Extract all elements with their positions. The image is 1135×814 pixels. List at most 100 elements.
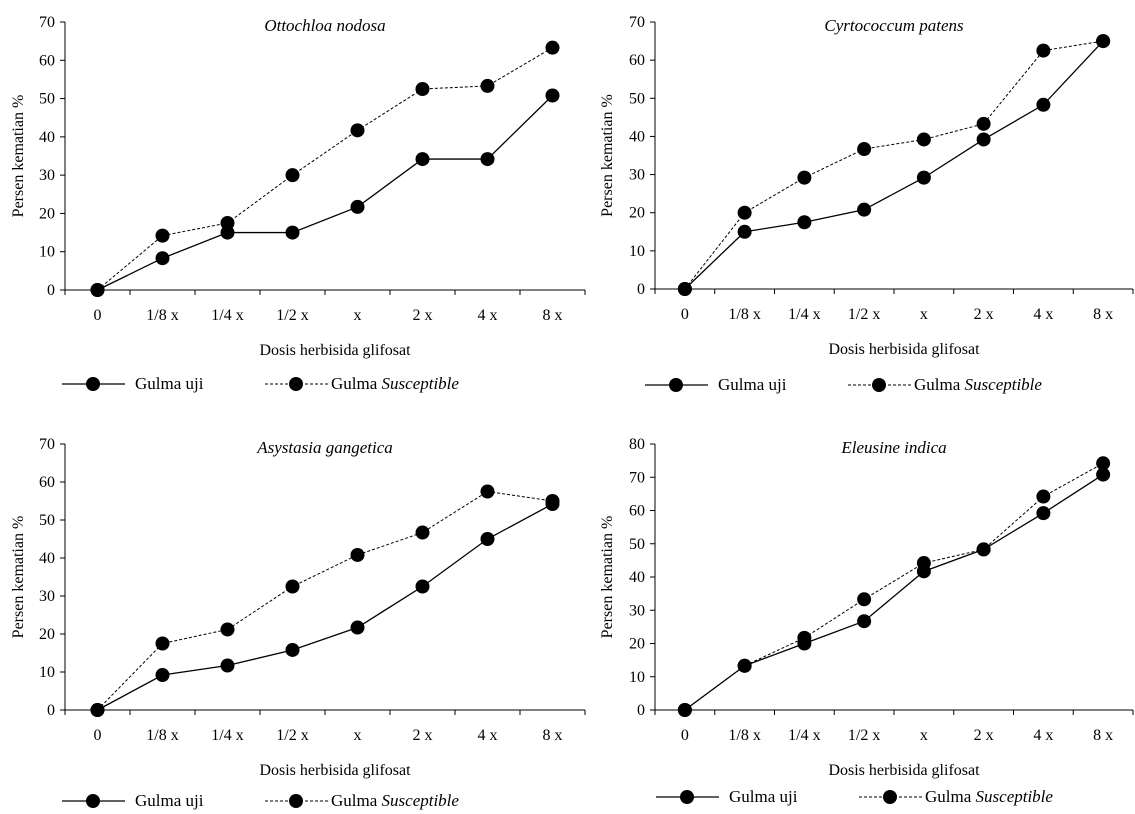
chart-panel-2: 0 10 20 30 40 50 60 70 0 1/8 x 1/4 x 1/2 x x 2 x 4 x 8 … (599, 14, 1134, 394)
y-tick-label: 40 (39, 129, 55, 146)
x-tick-label: 1/4 x (788, 727, 820, 744)
y-tick-label: 60 (629, 503, 645, 520)
x-tick-label: 1/4 x (788, 306, 820, 323)
y-tick-label: 30 (629, 167, 645, 184)
data-point-series-2 (677, 282, 692, 296)
series-line-2 (97, 47, 553, 291)
legend-marker-series-1 (86, 377, 100, 391)
chart-title: Eleusine indica (840, 438, 946, 457)
data-point-series-2 (90, 703, 105, 717)
series-line-2 (684, 40, 1104, 290)
y-axis-label: Persen kematian % (10, 95, 27, 218)
legend-marker-series-2 (289, 377, 303, 391)
x-tick-label: 4 x (478, 727, 498, 744)
data-point-series-2 (220, 622, 235, 637)
data-point-series-2 (677, 703, 692, 717)
x-tick-label: 1/8 x (146, 727, 178, 744)
legend-label-series-2-prefix: Gulma (331, 374, 382, 393)
x-tick-label: 1/2 x (848, 727, 880, 744)
data-point-series-2 (1036, 43, 1051, 58)
x-axis-label: Dosis herbisida glifosat (259, 762, 411, 779)
x-tick-label: x (354, 727, 362, 744)
y-tick-label: 30 (39, 167, 55, 184)
x-tick-label: 2 x (413, 307, 433, 324)
legend-label-series-2: Gulma Susceptible (925, 787, 1053, 806)
data-point-series-2 (350, 123, 365, 138)
x-tick-label: 1/4 x (211, 307, 243, 324)
legend-label-series-2: Gulma Susceptible (914, 375, 1042, 394)
legend-marker-series-2 (883, 790, 897, 804)
y-axis-label: Persen kematian % (599, 94, 616, 217)
x-tick-label: 0 (681, 727, 689, 744)
y-tick-label: 40 (629, 569, 645, 586)
data-point-series-2 (857, 142, 872, 157)
data-point-series-2 (737, 658, 752, 673)
x-tick-label: 8 x (1093, 306, 1113, 323)
y-tick-label: 70 (39, 436, 55, 453)
y-tick-label: 30 (39, 588, 55, 605)
x-tick-label: 1/8 x (146, 307, 178, 324)
data-point-series-2 (220, 216, 235, 230)
data-point-series-2 (480, 78, 495, 93)
data-point-series-2 (350, 547, 365, 562)
data-point-series-2 (415, 82, 430, 96)
data-point-series-2 (155, 636, 170, 651)
x-tick-label: 4 x (1033, 306, 1053, 323)
x-tick-label: 2 x (974, 727, 994, 744)
chart-title: Asystasia gangetica (256, 438, 393, 457)
data-point-series-1 (285, 642, 300, 657)
data-point-series-2 (285, 579, 300, 594)
data-point-series-1 (415, 152, 430, 167)
legend-label-series-2-italic: Susceptible (965, 375, 1043, 394)
legend-marker-series-1 (86, 794, 100, 808)
y-tick-label: 70 (629, 469, 645, 486)
x-tick-label: x (920, 727, 928, 744)
y-axis-label: Persen kematian % (599, 516, 616, 639)
legend: Gulma uji Gulma Susceptible (62, 791, 459, 810)
y-tick-label: 50 (39, 512, 55, 529)
data-point-series-1 (480, 152, 495, 167)
y-tick-label: 50 (629, 90, 645, 107)
y-tick-label: 20 (39, 205, 55, 222)
legend-marker-series-1 (680, 790, 694, 804)
data-point-series-2 (90, 283, 105, 297)
y-tick-label: 20 (629, 636, 645, 653)
x-tick-label: 1/2 x (276, 307, 308, 324)
data-point-series-1 (1036, 506, 1051, 521)
series-line-1 (97, 95, 553, 291)
data-point-series-2 (916, 132, 931, 147)
y-tick-label: 60 (39, 52, 55, 69)
x-tick-label: 8 x (543, 727, 563, 744)
y-tick-label: 20 (629, 205, 645, 222)
data-point-series-1 (1036, 97, 1051, 112)
legend: Gulma uji Gulma Susceptible (645, 375, 1042, 394)
data-point-series-2 (480, 484, 495, 499)
y-tick-label: 70 (39, 14, 55, 31)
y-tick-label: 10 (39, 664, 55, 681)
data-point-series-2 (285, 168, 300, 183)
x-tick-label: 1/2 x (848, 306, 880, 323)
legend-marker-series-2 (872, 378, 886, 392)
data-point-series-1 (155, 251, 170, 266)
y-tick-label: 0 (637, 702, 645, 719)
data-point-series-2 (1036, 489, 1051, 504)
x-axis-label: Dosis herbisida glifosat (828, 341, 980, 358)
series-line-1 (684, 40, 1104, 290)
series-line-2 (684, 462, 1104, 711)
data-point-series-2 (545, 494, 560, 508)
x-tick-label: 1/2 x (276, 727, 308, 744)
data-point-series-1 (545, 88, 560, 103)
legend-label-series-1: Gulma uji (729, 787, 798, 806)
x-tick-label: x (920, 306, 928, 323)
x-tick-label: 4 x (478, 307, 498, 324)
chart-panel-4: 0 10 20 30 40 50 60 70 80 0 1/8 x 1/4 x 1/2 x x 2 x 4 x… (599, 436, 1134, 806)
x-tick-label: x (354, 307, 362, 324)
y-tick-label: 0 (637, 281, 645, 298)
chart-panel-1: 0 10 20 30 40 50 60 70 0 1/8 x 1/4 x 1/2 x x 2 x 4 x 8 … (10, 14, 586, 393)
x-axis-label: Dosis herbisida glifosat (828, 762, 980, 779)
data-point-series-1 (976, 132, 991, 147)
legend-label-series-2-italic: Susceptible (382, 374, 460, 393)
y-tick-label: 0 (47, 282, 55, 299)
y-tick-label: 20 (39, 626, 55, 643)
x-tick-label: 1/8 x (728, 306, 760, 323)
